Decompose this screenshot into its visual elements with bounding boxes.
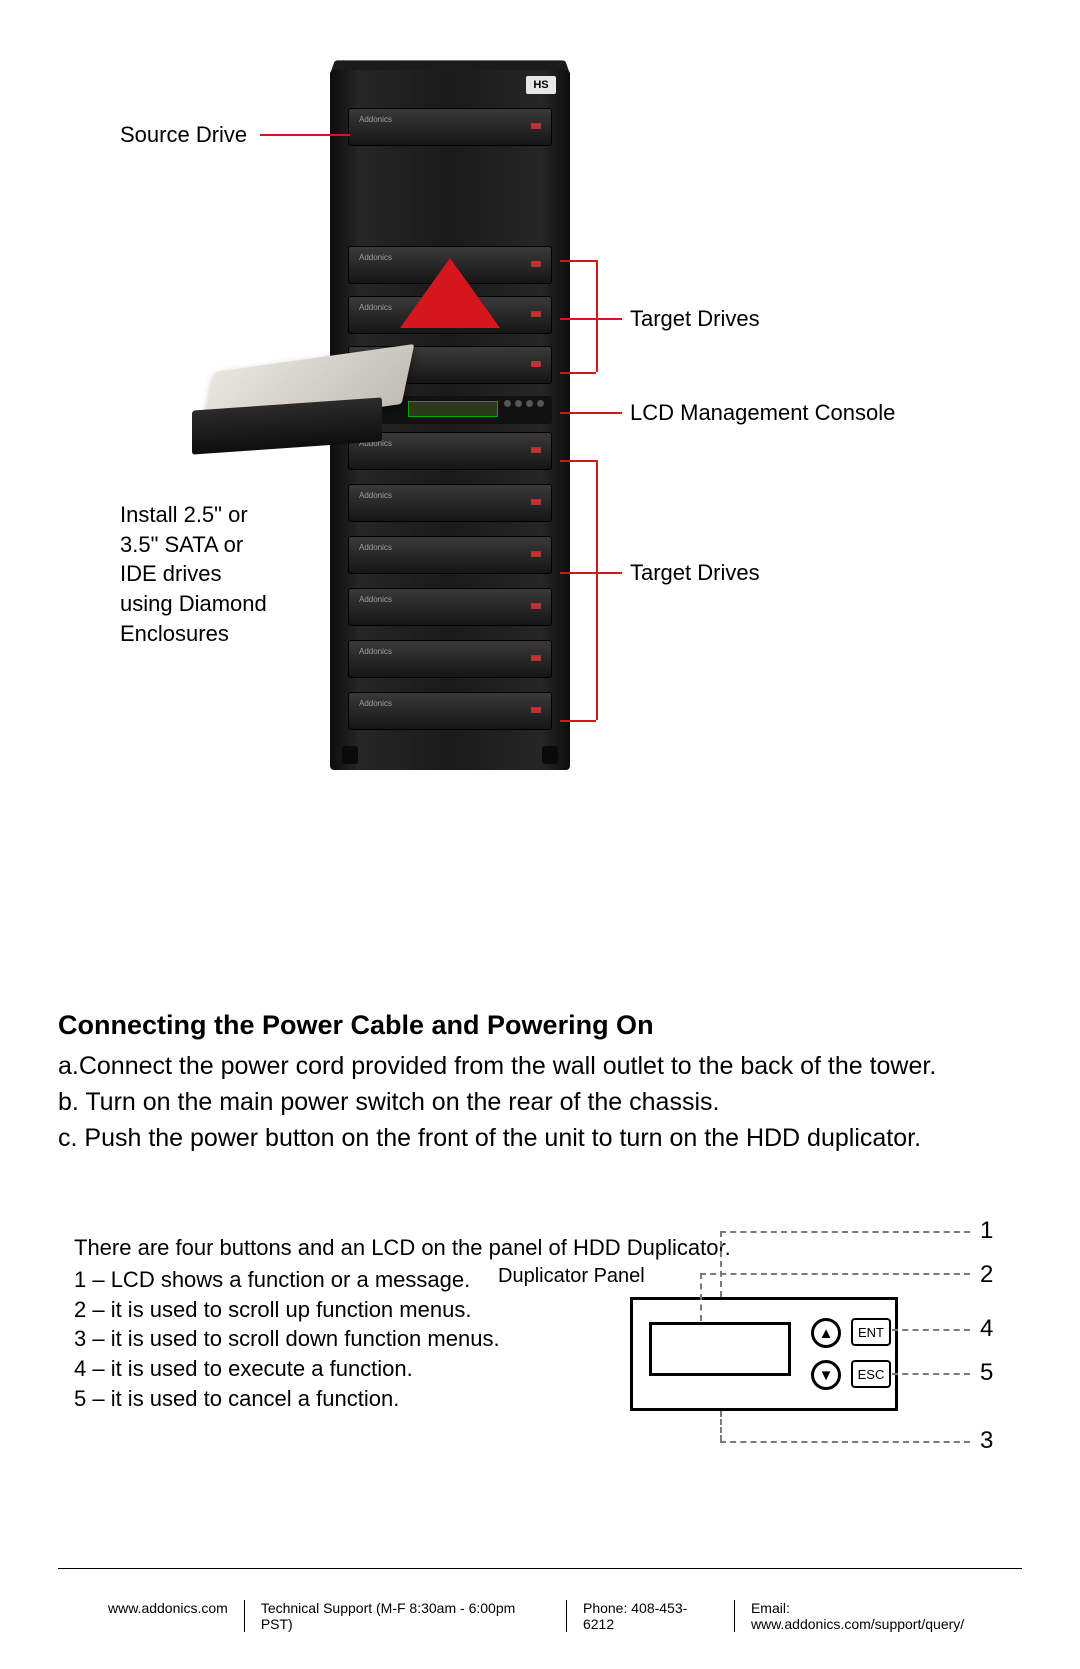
- led-icon: [531, 361, 541, 367]
- callout-line: [560, 412, 622, 414]
- footer-email: Email: www.addonics.com/support/query/: [734, 1600, 1022, 1632]
- tower-badge: HS: [526, 76, 556, 94]
- ref-number: 2: [980, 1261, 993, 1289]
- ref-number: 1: [980, 1217, 993, 1245]
- panel-intro: There are four buttons and an LCD on the…: [74, 1235, 731, 1261]
- page-footer: www.addonics.com Technical Support (M-F …: [58, 1600, 1022, 1632]
- footer-phone: Phone: 408-453-6212: [566, 1600, 734, 1632]
- callout-source-drive: Source Drive: [120, 122, 247, 148]
- insert-arrow-icon: [400, 258, 500, 328]
- drive-bay: Addonics: [348, 640, 552, 678]
- callout-line: [260, 134, 350, 136]
- callout-line: [596, 460, 598, 720]
- callout-line: [560, 318, 622, 320]
- list-item: 2 – it is used to scroll up function men…: [74, 1295, 500, 1325]
- tower-diagram: HS Addonics Addonics Addonics Addonics A…: [90, 30, 950, 840]
- led-icon: [531, 311, 541, 317]
- list-item: 5 – it is used to cancel a function.: [74, 1384, 500, 1414]
- section-heading: Connecting the Power Cable and Powering …: [58, 1010, 654, 1041]
- led-icon: [531, 655, 541, 661]
- down-button-icon: ▼: [811, 1360, 841, 1390]
- callout-line: [560, 372, 596, 374]
- callout-line: [596, 260, 598, 372]
- up-button-icon: ▲: [811, 1318, 841, 1348]
- duplicator-panel-drawing: ▲ ▼ ENT ESC 1 2 4 5 3: [630, 1265, 920, 1425]
- drive-bay: Addonics: [348, 588, 552, 626]
- footer-hours: Technical Support (M-F 8:30am - 6:00pm P…: [244, 1600, 566, 1632]
- drive-bay: Addonics: [348, 108, 552, 146]
- panel-outline: ▲ ▼ ENT ESC: [630, 1297, 898, 1411]
- leader-line: [892, 1329, 970, 1331]
- esc-button-icon: ESC: [851, 1360, 891, 1388]
- panel-lcd-icon: [649, 1322, 791, 1376]
- callout-line: [560, 572, 622, 574]
- leader-line: [720, 1231, 970, 1233]
- drive-bay: Addonics: [348, 536, 552, 574]
- callout-target-drives-upper: Target Drives: [630, 306, 760, 332]
- leader-line: [720, 1441, 970, 1443]
- step-c: c. Push the power button on the front of…: [58, 1122, 1028, 1155]
- drive-bay: Addonics: [348, 484, 552, 522]
- duplicator-panel-label: Duplicator Panel: [498, 1265, 645, 1288]
- step-a: a.Connect the power cord provided from t…: [58, 1050, 1028, 1083]
- lcd-buttons-icon: [504, 400, 544, 407]
- callout-target-drives-lower: Target Drives: [630, 560, 760, 586]
- leader-line: [700, 1273, 970, 1275]
- led-icon: [531, 123, 541, 129]
- led-icon: [531, 499, 541, 505]
- leader-line: [700, 1273, 702, 1321]
- list-item: 4 – it is used to execute a function.: [74, 1354, 500, 1384]
- footer-site: www.addonics.com: [58, 1600, 244, 1632]
- led-icon: [531, 603, 541, 609]
- step-b: b. Turn on the main power switch on the …: [58, 1086, 1028, 1119]
- callout-line: [560, 460, 596, 462]
- tower-foot: [342, 746, 358, 764]
- callout-lcd-console: LCD Management Console: [630, 400, 895, 426]
- footer-divider: [58, 1568, 1022, 1569]
- leader-line: [892, 1373, 970, 1375]
- led-icon: [531, 551, 541, 557]
- list-item: 3 – it is used to scroll down function m…: [74, 1324, 500, 1354]
- led-icon: [531, 447, 541, 453]
- list-item: 1 – LCD shows a function or a message.: [74, 1265, 500, 1295]
- drive-bay: Addonics: [348, 692, 552, 730]
- ref-number: 4: [980, 1315, 993, 1343]
- led-icon: [531, 261, 541, 267]
- callout-line: [560, 720, 596, 722]
- diamond-enclosure: [208, 358, 438, 468]
- ent-button-icon: ENT: [851, 1318, 891, 1346]
- ref-number: 3: [980, 1427, 993, 1455]
- led-icon: [531, 707, 541, 713]
- document-page: HS Addonics Addonics Addonics Addonics A…: [0, 0, 1080, 1669]
- leader-line: [720, 1411, 722, 1441]
- leader-line: [720, 1231, 722, 1297]
- ref-number: 5: [980, 1359, 993, 1387]
- tower-foot: [542, 746, 558, 764]
- panel-functions-list: 1 – LCD shows a function or a message. 2…: [74, 1265, 500, 1413]
- callout-install-note: Install 2.5" or 3.5" SATA or IDE drives …: [120, 500, 280, 648]
- callout-line: [560, 260, 596, 262]
